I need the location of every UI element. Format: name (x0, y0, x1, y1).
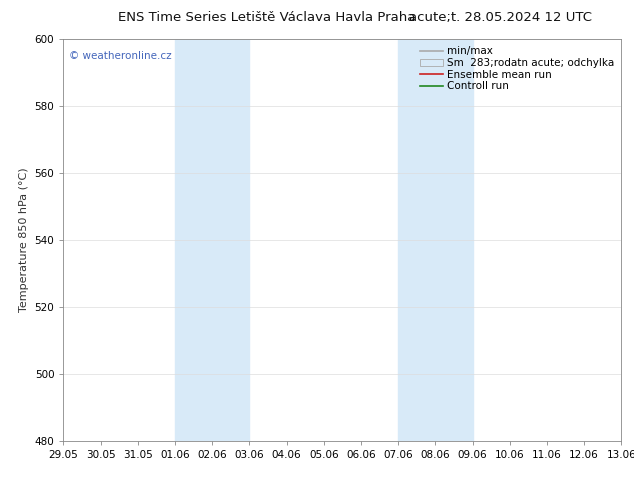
Y-axis label: Temperature 850 hPa (°C): Temperature 850 hPa (°C) (19, 168, 29, 313)
Text: acute;t. 28.05.2024 12 UTC: acute;t. 28.05.2024 12 UTC (410, 11, 592, 24)
Legend: min/max, Sm  283;rodatn acute; odchylka, Ensemble mean run, Controll run: min/max, Sm 283;rodatn acute; odchylka, … (415, 42, 618, 96)
Text: © weatheronline.cz: © weatheronline.cz (69, 51, 172, 61)
Text: ENS Time Series Letiště Václava Havla Praha: ENS Time Series Letiště Václava Havla Pr… (117, 11, 415, 24)
Bar (398, 39, 472, 441)
Bar (175, 39, 249, 441)
